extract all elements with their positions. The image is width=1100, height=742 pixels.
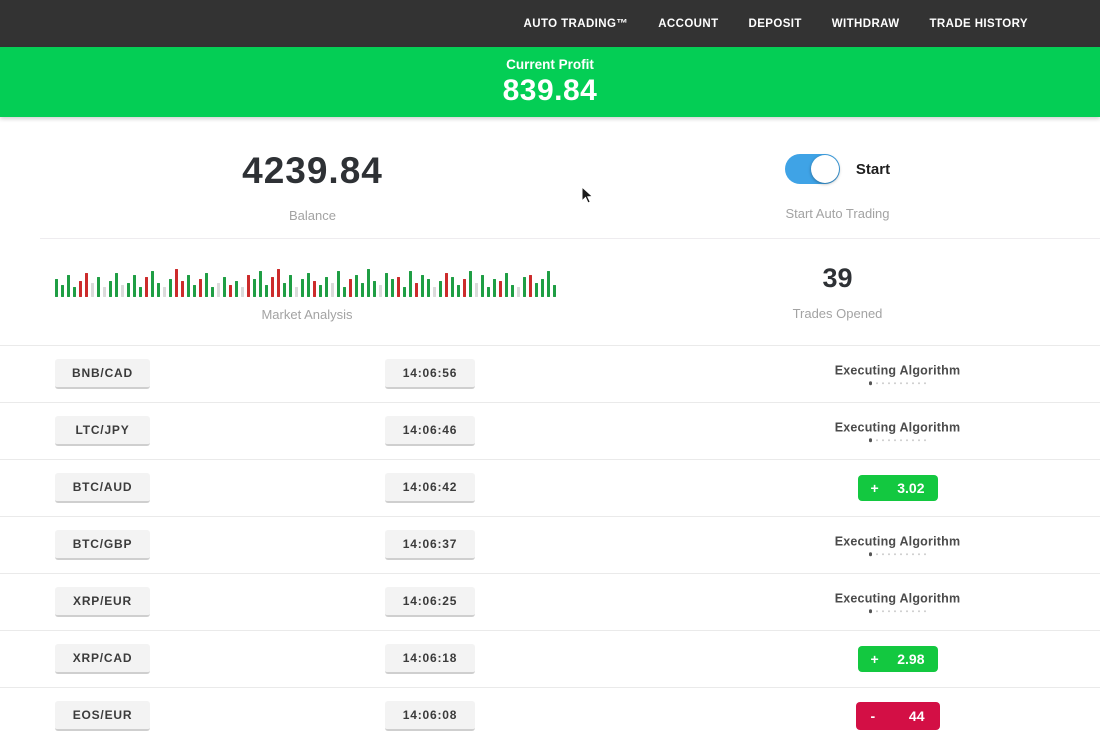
nav-item-withdraw[interactable]: WITHDRAW: [831, 17, 900, 30]
pair-badge: XRP/EUR: [55, 587, 150, 617]
time-badge: 14:06:56: [385, 359, 475, 389]
trade-status: Executing Algorithm: [825, 591, 970, 613]
top-nav: AUTO TRADING™ ACCOUNT DEPOSIT WITHDRAW T…: [0, 0, 1100, 47]
nav-item-account[interactable]: ACCOUNT: [658, 17, 719, 30]
balance-value: 4239.84: [242, 150, 383, 191]
table-row: BTC/GBP 14:06:37 Executing Algorithm: [0, 516, 1100, 573]
current-profit-value: 839.84: [502, 73, 598, 107]
time-badge: 14:06:25: [385, 587, 475, 617]
table-row: XRP/CAD 14:06:18 + 2.98: [0, 630, 1100, 687]
toggle-knob: [810, 155, 839, 183]
balance-section: 4239.84 Balance Start Start Auto Trading: [0, 117, 1100, 238]
auto-trading-block: Start Start Auto Trading: [625, 150, 1100, 238]
table-row: BNB/CAD 14:06:56 Executing Algorithm: [0, 345, 1100, 402]
trades-list: BNB/CAD 14:06:56 Executing Algorithm LTC…: [0, 345, 1100, 742]
pair-badge: EOS/EUR: [55, 701, 150, 731]
executing-algorithm-label: Executing Algorithm: [834, 534, 961, 549]
time-badge: 14:06:46: [385, 416, 475, 446]
current-profit-label: Current Profit: [506, 56, 594, 72]
trade-status: Executing Algorithm: [825, 420, 970, 442]
start-auto-trading-caption: Start Auto Trading: [785, 206, 890, 221]
profit-badge: + 2.98: [857, 646, 938, 672]
progress-dots-indicator: [825, 609, 970, 613]
loss-value: 44: [908, 708, 925, 724]
pair-badge: BTC/GBP: [55, 530, 150, 560]
market-section: Market Analysis 39 Trades Opened: [0, 239, 1100, 345]
market-analysis-block: Market Analysis: [0, 263, 625, 345]
pair-badge: BTC/AUD: [55, 473, 150, 503]
table-row: EOS/EUR 14:06:08 - 44: [0, 687, 1100, 742]
market-analysis-label: Market Analysis: [261, 307, 353, 322]
nav-item-trade-history[interactable]: TRADE HISTORY: [929, 17, 1028, 30]
progress-dots-indicator: [825, 552, 970, 556]
trades-opened-label: Trades Opened: [792, 306, 883, 321]
profit-badge: + 3.02: [857, 475, 938, 501]
profit-value: 2.98: [897, 651, 925, 667]
balance-label: Balance: [289, 208, 336, 223]
trade-status: Executing Algorithm: [825, 534, 970, 556]
section-divider: [40, 238, 1100, 239]
loss-sign: -: [870, 708, 876, 724]
profit-sign: +: [870, 651, 879, 667]
profit-value: 3.02: [897, 480, 925, 496]
start-auto-trading-toggle[interactable]: [784, 154, 840, 184]
trades-opened-block: 39 Trades Opened: [625, 263, 1100, 345]
nav-item-deposit[interactable]: DEPOSIT: [748, 17, 802, 30]
table-row: BTC/AUD 14:06:42 + 3.02: [0, 459, 1100, 516]
time-badge: 14:06:18: [385, 644, 475, 674]
nav-item-auto-trading[interactable]: AUTO TRADING™: [523, 17, 629, 30]
balance-block: 4239.84 Balance: [0, 150, 625, 238]
trade-status: Executing Algorithm: [825, 363, 970, 385]
trade-status: + 2.98: [825, 646, 970, 672]
trade-status: + 3.02: [825, 475, 970, 501]
table-row: LTC/JPY 14:06:46 Executing Algorithm: [0, 402, 1100, 459]
time-badge: 14:06:37: [385, 530, 475, 560]
time-badge: 14:06:08: [385, 701, 475, 731]
current-profit-banner: Current Profit 839.84: [0, 47, 1100, 117]
pair-badge: LTC/JPY: [55, 416, 150, 446]
executing-algorithm-label: Executing Algorithm: [834, 363, 961, 378]
progress-dots-indicator: [825, 381, 970, 385]
market-analysis-chart: [55, 263, 625, 297]
trade-status: - 44: [825, 702, 970, 730]
executing-algorithm-label: Executing Algorithm: [834, 420, 961, 435]
progress-dots-indicator: [825, 438, 970, 442]
profit-sign: +: [870, 480, 879, 496]
trades-opened-value: 39: [822, 263, 853, 293]
executing-algorithm-label: Executing Algorithm: [834, 591, 961, 606]
table-row: XRP/EUR 14:06:25 Executing Algorithm: [0, 573, 1100, 630]
time-badge: 14:06:42: [385, 473, 475, 503]
pair-badge: XRP/CAD: [55, 644, 150, 674]
toggle-start-label: Start: [855, 160, 891, 178]
loss-badge: - 44: [855, 702, 940, 730]
pair-badge: BNB/CAD: [55, 359, 150, 389]
